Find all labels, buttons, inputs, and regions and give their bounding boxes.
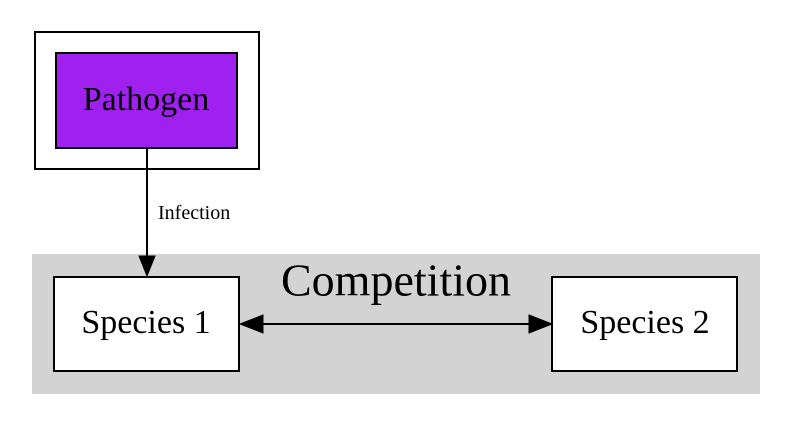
node-species1-label: Species 1 (81, 304, 210, 341)
node-pathogen[interactable]: Pathogen (55, 52, 238, 149)
edge-competition-arrowhead-left (238, 314, 264, 334)
node-species2-label: Species 2 (580, 304, 709, 341)
node-pathogen-label: Pathogen (83, 81, 210, 118)
node-species1[interactable]: Species 1 (53, 276, 240, 372)
node-pathogen-box (55, 52, 238, 149)
node-species2-box (551, 276, 738, 372)
cluster-competition-label: Competition (281, 255, 511, 306)
edge-infection-arrowhead (138, 255, 156, 278)
node-species2[interactable]: Species 2 (551, 276, 738, 372)
edge-infection-label: Infection (158, 202, 230, 224)
edge-competition-arrowhead-right (528, 314, 554, 334)
